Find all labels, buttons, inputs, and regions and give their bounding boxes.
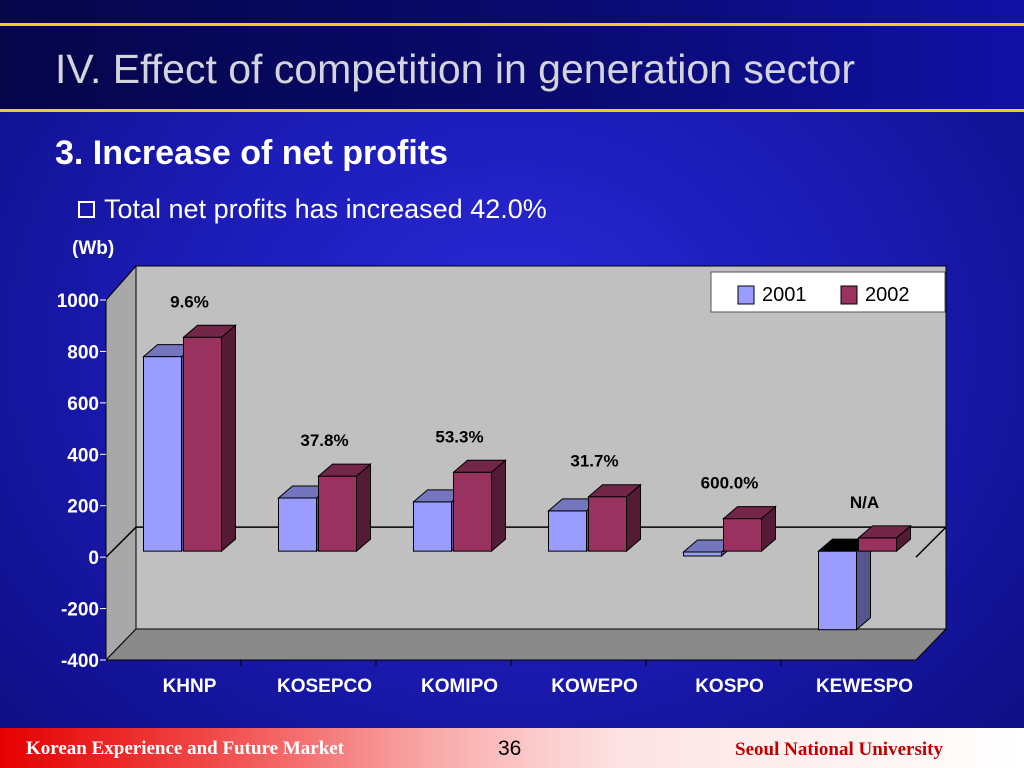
slide-title: IV. Effect of competition in generation … [55,46,855,92]
x-tick-label: KHNP [163,676,217,697]
bar-2001-kewespo [817,538,872,631]
y-tick-label: 800 [67,342,99,363]
bar-2002-khnp [182,324,237,553]
y-tick-label: 400 [67,445,99,466]
y-tick-label: -200 [61,600,99,621]
growth-annotation: 31.7% [570,452,618,471]
footer-right-text: Seoul National University [735,739,943,760]
page-number: 36 [498,737,522,760]
slide-subtitle: 3. Increase of net profits [55,134,448,172]
bullet-text: Total net profits has increased 42.0% [104,194,547,224]
legend-label-2001: 2001 [762,284,807,306]
unit-label: (Wb) [72,238,115,259]
zero-line-side [105,526,137,558]
growth-annotation: 9.6% [170,292,209,311]
bar-2002-kowepo [587,483,642,553]
plot-side-wall [105,264,137,662]
y-tick-label: 0 [88,548,99,569]
growth-annotation: 53.3% [435,427,483,446]
y-tick-label: 200 [67,497,99,518]
y-tick-label: 600 [67,394,99,415]
x-tick-label: KOSPO [695,676,764,697]
x-tick-label: KOWEPO [551,676,638,697]
zero-line-right [915,526,947,558]
x-tick-label: KOMIPO [421,676,498,697]
footer-left-text: Korean Experience and Future Market [26,738,345,759]
title-bar [0,0,1024,112]
bullet-point: Total net profits has increased 42.0% [78,194,547,225]
growth-annotation: 37.8% [300,431,348,450]
bar-2002-kosepco [317,463,372,553]
plot-back-wall [135,265,947,630]
legend-label-2002: 2002 [865,284,910,306]
x-tick-label: KEWESPO [816,676,913,697]
growth-annotation: N/A [850,493,879,512]
net-profits-bar-chart: 1000 800 600 400 200 0 -200 -400 KHNP 9.6% KOSEPCO… [57,264,948,697]
legend-swatch-2001 [737,285,755,305]
y-tick-label: 1000 [57,291,99,312]
legend-swatch-2002 [840,285,858,305]
plot-floor [104,628,948,661]
bar-2002-kospo [722,505,777,553]
x-tick-label: KOSEPCO [277,676,372,697]
title-bar-top-rule [0,23,1024,26]
title-bar-bottom-rule [0,109,1024,112]
bar-2002-komipo [452,459,507,553]
bar-2002-kewespo [857,524,912,553]
checkbox-bullet-icon [78,201,95,218]
y-tick-label: -400 [61,651,99,672]
growth-annotation: 600.0% [701,474,759,493]
footer-bar [0,728,1024,768]
